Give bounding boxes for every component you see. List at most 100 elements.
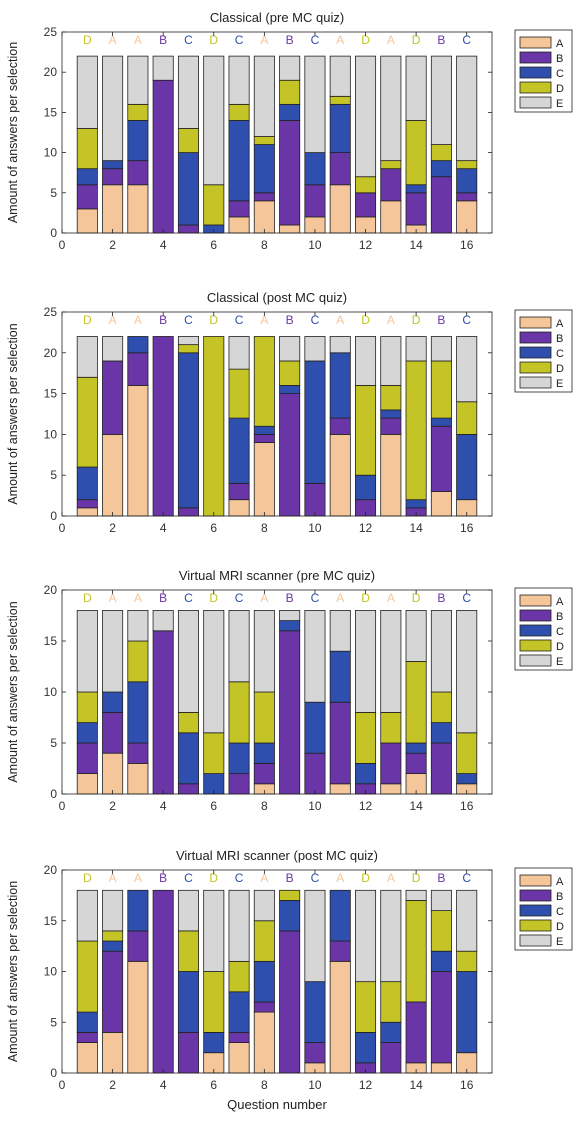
bar-segment-q8-c — [253, 960, 275, 1003]
legend-swatch-e — [519, 654, 552, 667]
correct-answer-label: A — [260, 871, 268, 885]
legend-swatch-b — [519, 51, 552, 64]
bar-segment-q15-a — [430, 1062, 452, 1074]
bar-segment-q13-a — [380, 200, 402, 234]
bar-segment-q12-e — [355, 610, 377, 713]
bar-segment-q7-b — [228, 482, 250, 501]
x-tick-label: 6 — [210, 521, 217, 535]
bar-segment-q15-e — [430, 336, 452, 362]
bar-segment-q9-b — [279, 120, 301, 226]
bar-segment-q1-a — [76, 1042, 98, 1074]
bar-segment-q1-c — [76, 466, 98, 501]
bar-segment-q11-b — [329, 940, 351, 962]
bar-segment-q7-d — [228, 368, 250, 419]
correct-answer-label: D — [412, 591, 421, 605]
legend-label-a: A — [556, 38, 564, 50]
correct-answer-label: A — [109, 313, 117, 327]
bar-segment-q6-e — [203, 889, 225, 972]
bar-segment-q7-b — [228, 773, 250, 795]
x-tick-label: 10 — [308, 238, 322, 252]
correct-answer-label: B — [437, 33, 445, 47]
correct-answer-label: D — [361, 33, 370, 47]
legend-label-d: D — [556, 641, 564, 653]
bar-segment-q5-c — [177, 352, 199, 509]
bar-segment-q14-e — [405, 889, 427, 901]
bar-segment-q5-c — [177, 152, 199, 226]
correct-answer-label: C — [462, 313, 471, 327]
correct-answer-label: A — [336, 871, 344, 885]
bar-segment-q16-d — [456, 950, 478, 972]
chart-title: Virtual MRI scanner (pre MC quiz) — [179, 568, 375, 583]
chart-title: Classical (post MC quiz) — [207, 290, 347, 305]
bar-segment-q16-e — [456, 55, 478, 162]
bar-segment-q7-a — [228, 499, 250, 517]
bar-segment-q2-c — [102, 940, 124, 952]
bar-segment-q13-d — [380, 160, 402, 170]
bar-segment-q7-e — [228, 610, 250, 683]
bar-segment-q10-b — [304, 184, 326, 218]
y-tick-label: 20 — [44, 583, 58, 597]
correct-answer-label: A — [134, 313, 142, 327]
correct-answer-label: B — [159, 313, 167, 327]
correct-answer-label: D — [412, 871, 421, 885]
bar-segment-q3-d — [127, 640, 149, 683]
x-tick-label: 2 — [109, 238, 116, 252]
bar-segment-q11-b — [329, 701, 351, 785]
bar-segment-q1-c — [76, 168, 98, 186]
bar-segment-q9-c — [279, 620, 301, 632]
chart-title: Virtual MRI scanner (post MC quiz) — [176, 848, 378, 863]
x-tick-label: 12 — [359, 799, 373, 813]
x-tick-label: 6 — [210, 238, 217, 252]
correct-answer-label: A — [387, 313, 395, 327]
bar-segment-q12-d — [355, 176, 377, 194]
bar-segment-q3-e — [127, 610, 149, 642]
bar-segment-q9-e — [279, 336, 301, 362]
correct-answer-label: B — [437, 313, 445, 327]
legend-label-c: C — [556, 906, 564, 918]
bar-segment-q3-e — [127, 55, 149, 105]
correct-answer-label: D — [83, 313, 92, 327]
y-tick-label: 0 — [50, 787, 57, 801]
bar-segment-q13-b — [380, 417, 402, 435]
bar-segment-q14-c — [405, 742, 427, 754]
bar-segment-q14-c — [405, 184, 427, 194]
legend-label-e: E — [556, 98, 563, 110]
legend-label-d: D — [556, 83, 564, 95]
bar-segment-q8-e — [253, 55, 275, 137]
bar-segment-q16-c — [456, 168, 478, 194]
bar-segment-q4-e — [152, 55, 174, 81]
y-tick-label: 10 — [44, 146, 58, 160]
bar-segment-q10-b — [304, 482, 326, 517]
bar-segment-q7-c — [228, 120, 250, 202]
legend-swatch-d — [519, 919, 552, 932]
bar-segment-q11-a — [329, 960, 351, 1074]
bar-segment-q14-c — [405, 499, 427, 509]
bar-segment-q9-c — [279, 385, 301, 395]
y-tick-label: 15 — [44, 105, 58, 119]
bar-segment-q2-e — [102, 55, 124, 162]
chart-title: Classical (pre MC quiz) — [210, 10, 344, 25]
y-axis-label: Amount of answers per selection — [6, 881, 20, 1062]
bar-segment-q12-d — [355, 385, 377, 476]
bar-segment-q7-c — [228, 417, 250, 484]
x-tick-label: 12 — [359, 1078, 373, 1092]
bar-segment-q14-d — [405, 900, 427, 1003]
bar-segment-q7-e — [228, 889, 250, 962]
legend-label-c: C — [556, 348, 564, 360]
legend-label-e: E — [556, 936, 563, 948]
correct-answer-label: D — [209, 313, 218, 327]
bar-segment-q12-d — [355, 712, 377, 764]
y-tick-label: 10 — [44, 685, 58, 699]
legend-label-a: A — [556, 318, 564, 330]
correct-answer-label: A — [387, 871, 395, 885]
legend-label-d: D — [556, 363, 564, 375]
correct-answer-label: D — [361, 591, 370, 605]
bar-segment-q9-d — [279, 889, 301, 901]
bar-segment-q9-c — [279, 900, 301, 932]
x-tick-label: 16 — [460, 521, 474, 535]
correct-answer-label: D — [83, 871, 92, 885]
x-tick-label: 8 — [261, 238, 268, 252]
bar-segment-q8-b — [253, 192, 275, 202]
